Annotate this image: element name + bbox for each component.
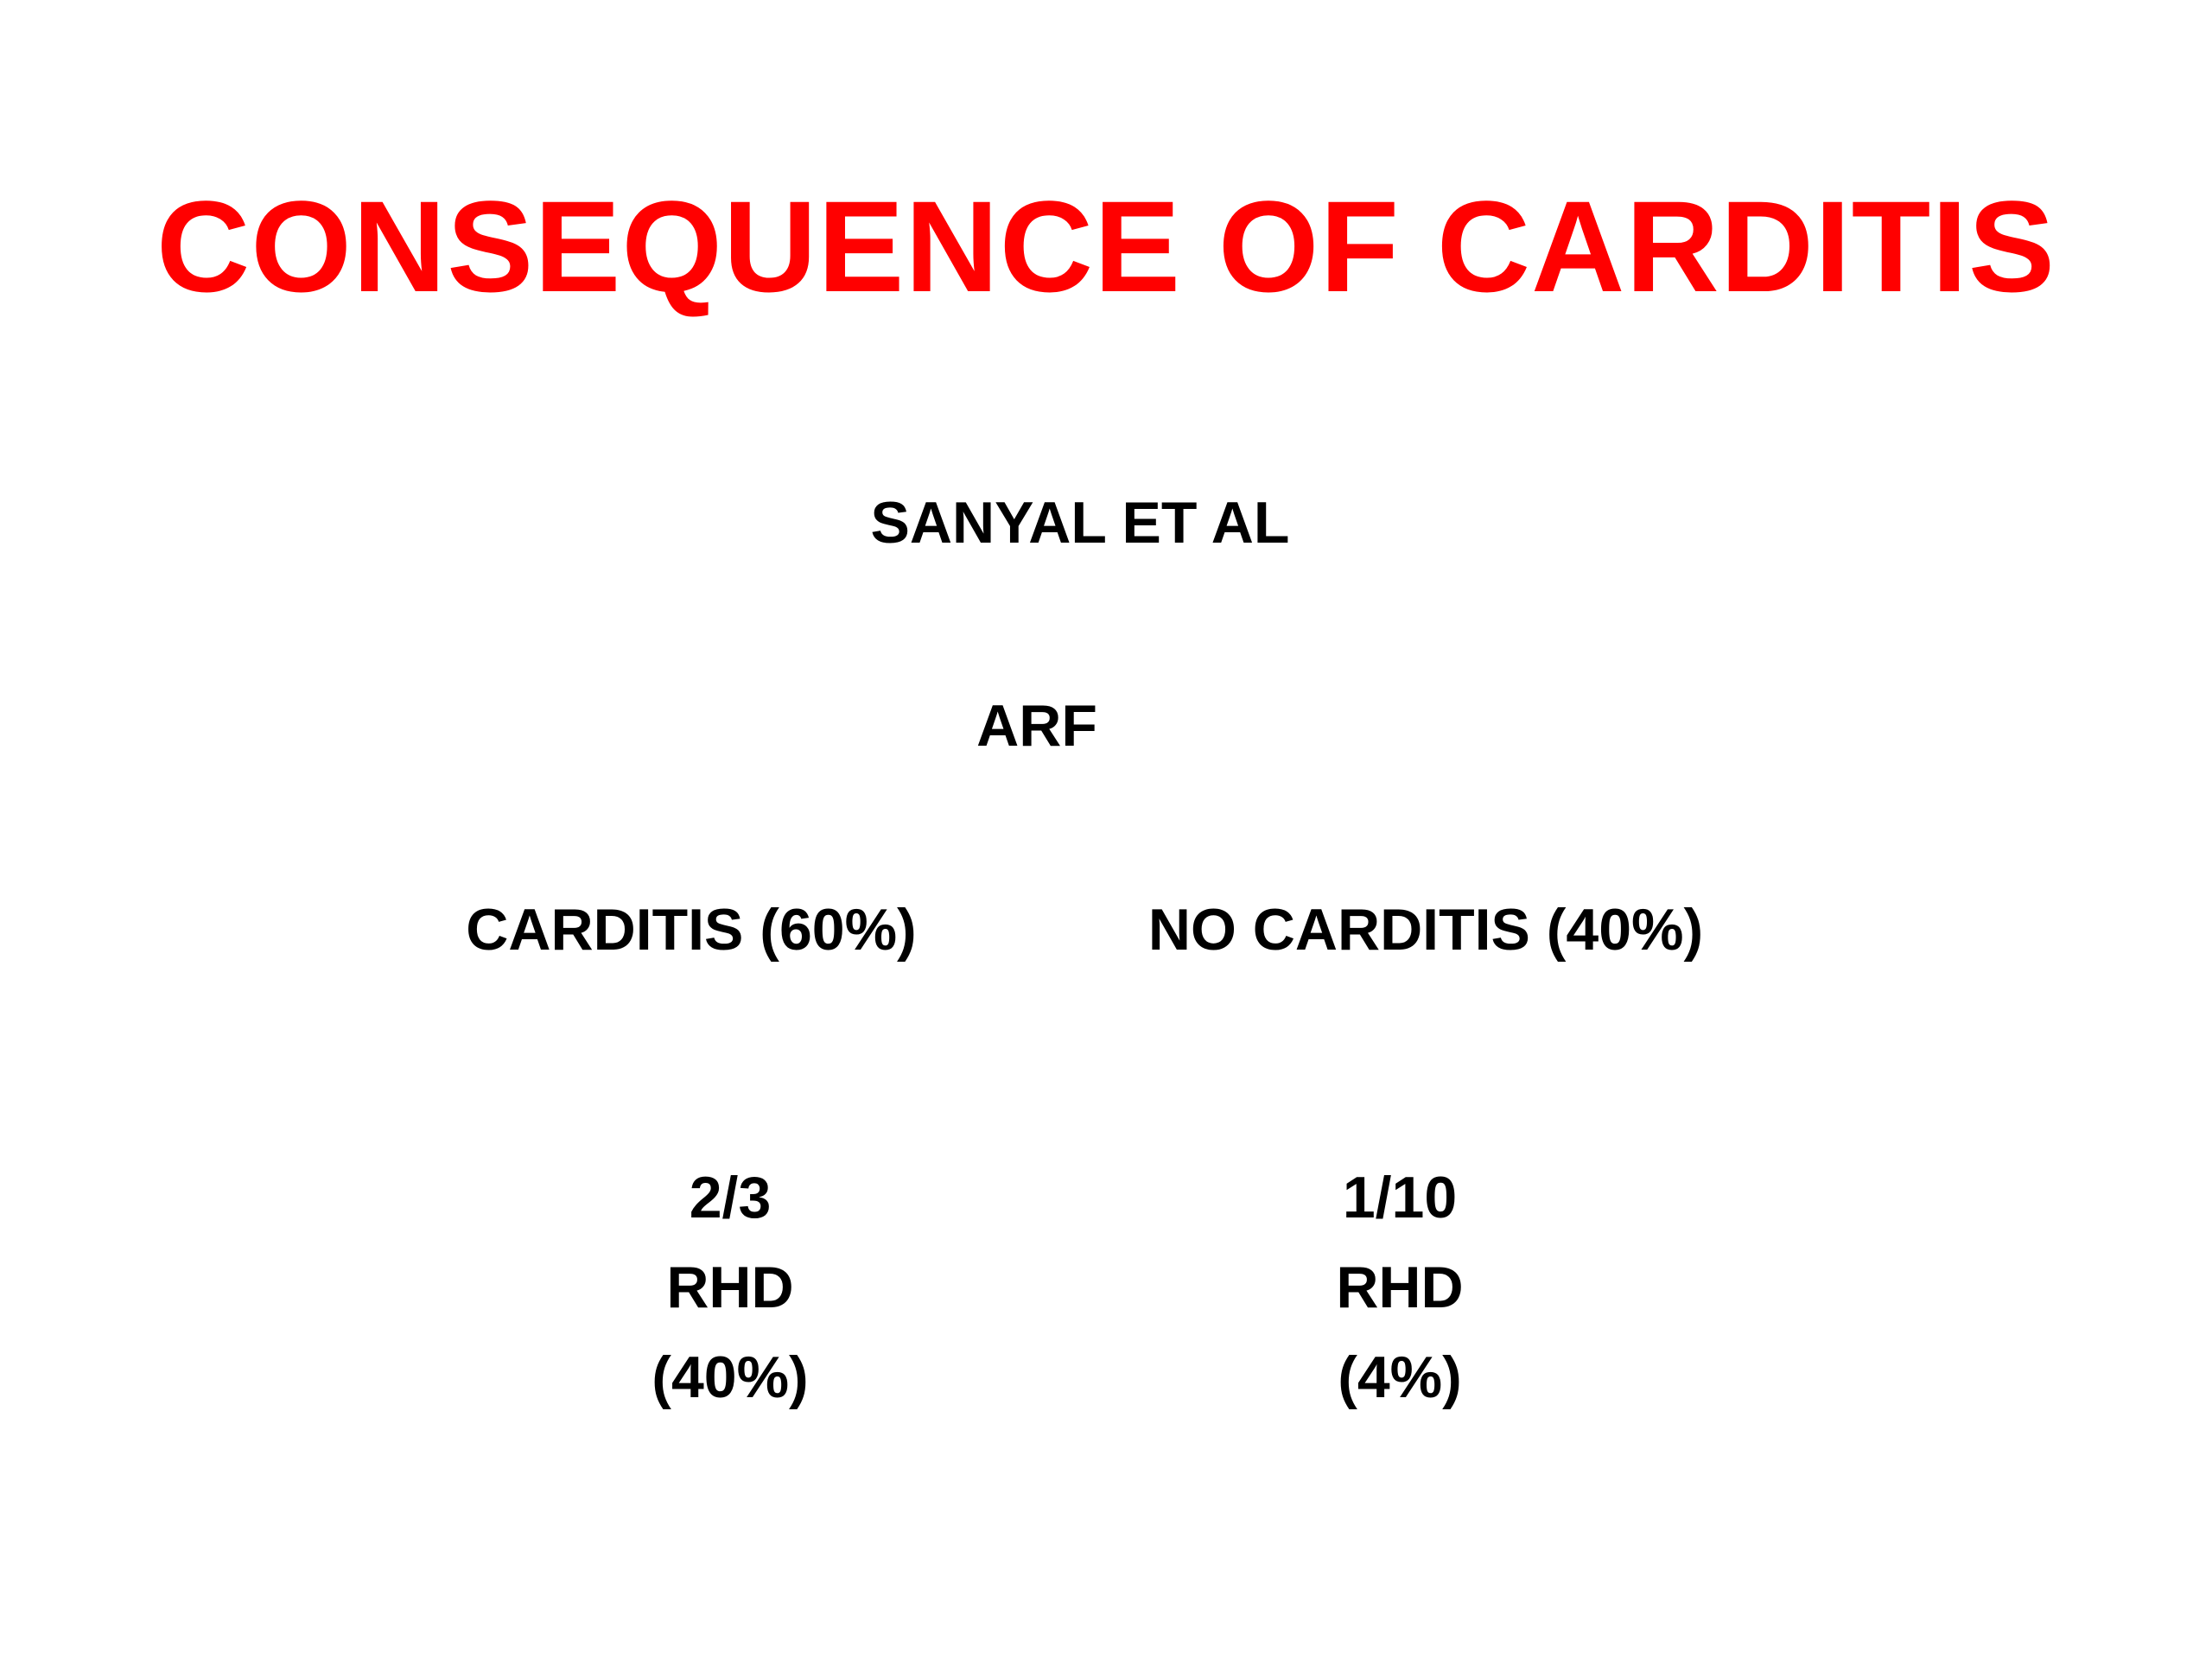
branch-no-carditis-label: NO CARDITIS (40%)	[1147, 897, 1704, 963]
outcome-carditis: 2/3 RHD (40%)	[557, 1153, 903, 1422]
outcome-no-carditis-ratio: 1/10	[1342, 1165, 1458, 1230]
outcome-no-carditis-percent: (4%)	[1338, 1344, 1462, 1410]
outcome-carditis-label: RHD	[666, 1255, 794, 1320]
source-label: SANYAL ET AL	[870, 490, 1290, 556]
outcome-carditis-percent: (40%)	[652, 1344, 809, 1410]
root-node-label: ARF	[976, 693, 1097, 759]
outcome-no-carditis-label: RHD	[1336, 1255, 1464, 1320]
slide-title: CONSEQUENCE OF CARDITIS	[156, 174, 2056, 319]
outcome-carditis-ratio: 2/3	[689, 1165, 772, 1230]
outcome-no-carditis: 1/10 RHD (4%)	[1227, 1153, 1573, 1422]
branch-carditis-label: CARDITIS (60%)	[466, 897, 917, 963]
